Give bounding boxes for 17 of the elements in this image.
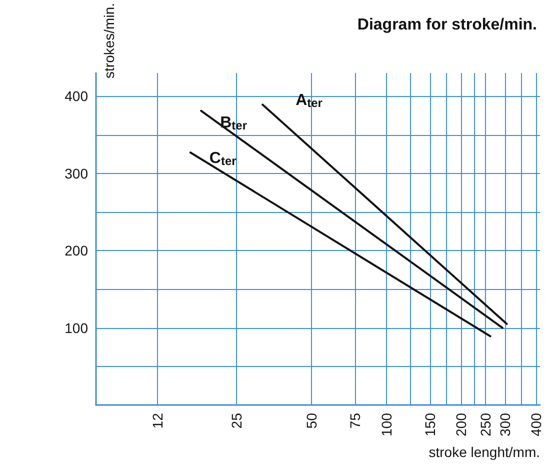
x-tick-label: 75 [347,412,364,429]
y-tick-label: 300 [64,165,88,182]
x-axis-title: stroke lenght/mm. [428,444,540,460]
x-tick-label: 50 [303,412,320,429]
y-tick-label: 400 [64,88,88,104]
y-tick-label: 100 [64,320,88,336]
x-tick-label: 200 [453,412,470,436]
x-tick-label: 12 [149,412,166,429]
y-axis-title: strokes/min. [101,3,117,78]
y-tick-label: 200 [64,242,88,259]
x-tick-label: 250 [477,412,494,436]
chart-title: Diagram for stroke/min. [357,16,538,34]
x-tick-label: 400 [528,412,544,436]
x-tick-label: 150 [422,412,438,436]
x-tick-label: 100 [378,412,394,436]
x-tick-label: 25 [228,412,245,429]
x-tick-label: 300 [496,412,513,436]
